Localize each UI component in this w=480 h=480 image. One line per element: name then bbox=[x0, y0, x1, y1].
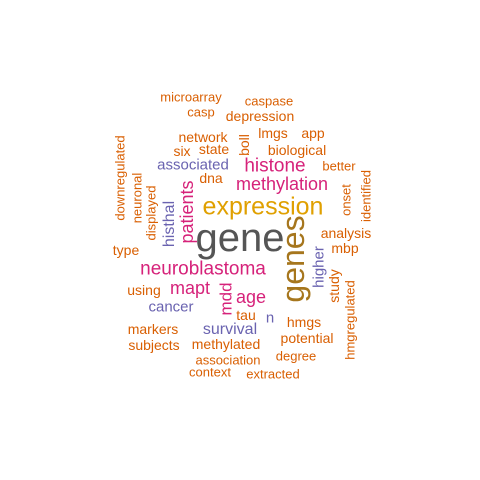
word-displayed: displayed bbox=[143, 185, 159, 241]
word-survival: survival bbox=[202, 321, 258, 338]
word-degree: degree bbox=[275, 348, 317, 364]
word-neuroblastoma: neuroblastoma bbox=[140, 258, 266, 280]
word-neuronal: neuronal bbox=[129, 172, 145, 224]
word-type: type bbox=[112, 242, 140, 258]
word-methylated: methylated bbox=[191, 336, 261, 352]
word-associated: associated bbox=[157, 156, 229, 174]
word-app: app bbox=[301, 125, 325, 141]
word-onset: onset bbox=[338, 184, 354, 216]
word-gene: gene bbox=[195, 216, 285, 260]
word-network: network bbox=[178, 129, 228, 145]
word-age: age bbox=[235, 287, 267, 307]
word-genes: genes bbox=[275, 215, 311, 303]
word-subjects: subjects bbox=[128, 337, 180, 353]
word-casp: casp bbox=[187, 104, 215, 120]
word-biological: biological bbox=[267, 142, 327, 158]
word-analysis: analysis bbox=[320, 225, 372, 241]
word-better: better bbox=[322, 158, 356, 174]
word-higher: higher bbox=[310, 246, 328, 288]
word-hmgregulated: hmgregulated bbox=[342, 280, 358, 360]
word-mdd: mdd bbox=[216, 282, 236, 316]
word-potential: potential bbox=[280, 330, 334, 346]
word-state: state bbox=[198, 141, 230, 157]
word-context: context bbox=[189, 364, 231, 380]
word-study: study bbox=[326, 269, 342, 303]
word-histhal: histhal bbox=[161, 200, 178, 248]
word-identified: identified bbox=[358, 169, 374, 223]
word-hmgs: hmgs bbox=[286, 314, 322, 330]
word-caspase: caspase bbox=[244, 93, 294, 109]
word-mbp: mbp bbox=[331, 240, 359, 256]
word-methylation: methylation bbox=[235, 174, 329, 194]
word-tau: tau bbox=[236, 307, 256, 323]
word-mapt: mapt bbox=[169, 278, 211, 298]
word-dna: dna bbox=[199, 170, 223, 186]
word-association: association bbox=[195, 352, 261, 368]
word-extracted: extracted bbox=[246, 366, 300, 382]
word-histone: histone bbox=[244, 155, 306, 177]
word-boll: boll bbox=[236, 134, 252, 156]
word-downregulated: downregulated bbox=[112, 135, 128, 221]
word-markers: markers bbox=[127, 321, 179, 337]
word-lmgs: lmgs bbox=[258, 125, 288, 141]
word-n: n bbox=[265, 309, 275, 327]
word-cancer: cancer bbox=[148, 298, 194, 316]
word-microarray: microarray bbox=[160, 89, 222, 105]
word-six: six bbox=[173, 143, 191, 159]
word-using: using bbox=[127, 282, 161, 298]
word-depression: depression bbox=[225, 108, 295, 124]
word-expression: expression bbox=[202, 192, 324, 221]
word-patients: patients bbox=[177, 180, 197, 244]
